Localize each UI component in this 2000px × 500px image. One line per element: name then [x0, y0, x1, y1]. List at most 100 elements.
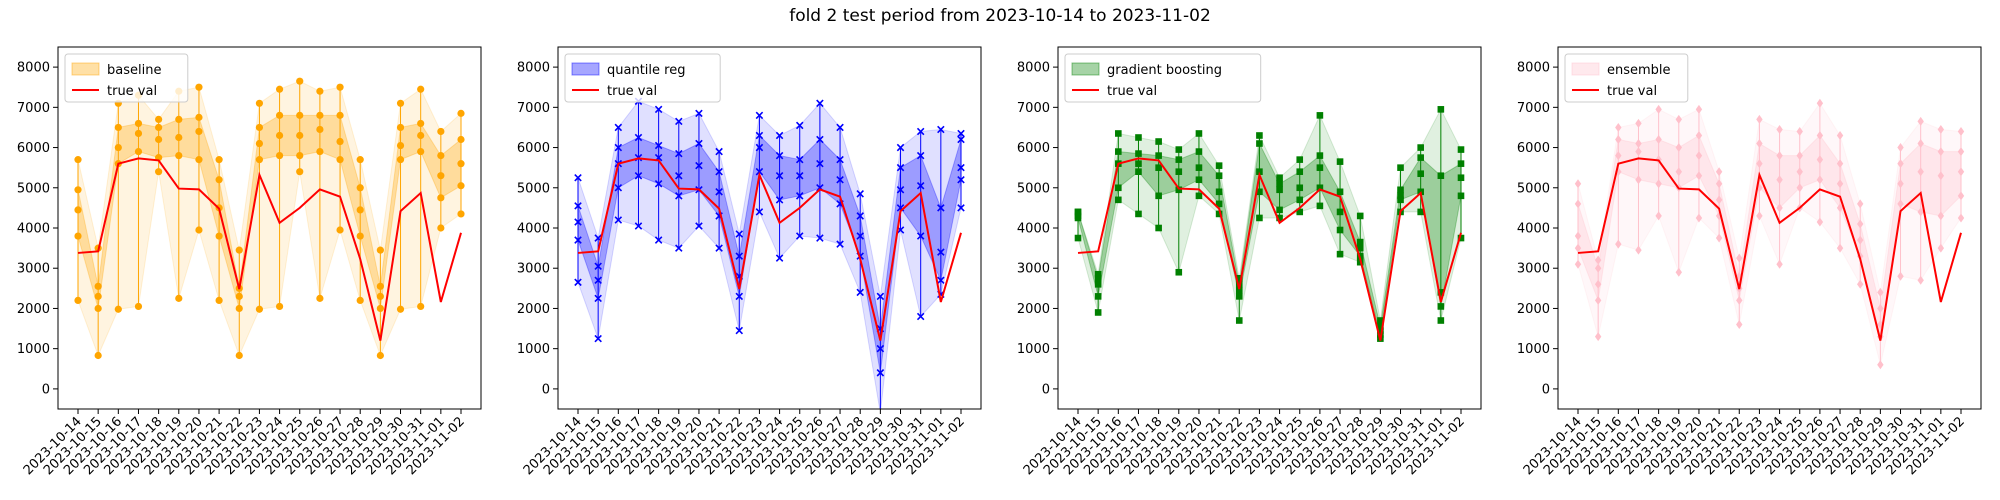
y-tick-label: 4000: [1517, 222, 1550, 237]
data-point: [1195, 130, 1203, 137]
data-point: [916, 127, 925, 136]
data-point: [1836, 159, 1844, 169]
data-point: [1296, 156, 1304, 163]
data-point: [1816, 98, 1824, 108]
data-point: [417, 131, 425, 140]
data-point: [654, 179, 663, 188]
y-tick-label: 5000: [1017, 181, 1050, 196]
subplot-4: 0100020003000400050006000700080002023-10…: [1517, 46, 1982, 478]
data-point: [695, 139, 703, 148]
legend-label: true val: [1107, 84, 1157, 99]
y-tick-label: 6000: [17, 141, 50, 156]
data-point: [695, 222, 703, 230]
data-point: [1897, 179, 1904, 189]
data-point: [1594, 279, 1602, 289]
data-point: [1877, 287, 1884, 297]
data-point: [396, 141, 405, 150]
data-point: [735, 326, 744, 335]
data-point: [1336, 188, 1344, 196]
data-point: [1937, 124, 1945, 134]
data-point: [1296, 196, 1304, 204]
data-point: [1695, 171, 1703, 181]
legend-patch: [571, 62, 600, 76]
data-point: [316, 147, 324, 156]
data-point: [437, 152, 445, 160]
data-point: [1215, 200, 1223, 208]
figure-title: fold 2 test period from 2023-10-14 to 20…: [789, 6, 1211, 26]
data-point: [396, 99, 405, 107]
data-point: [215, 296, 223, 304]
data-point: [1074, 208, 1082, 216]
legend-label: true val: [607, 84, 657, 99]
data-point: [155, 123, 163, 132]
y-tick-label: 7000: [17, 101, 50, 116]
data-point: [1356, 212, 1364, 220]
data-point: [856, 288, 864, 297]
data-point: [1816, 217, 1824, 227]
data-point: [1796, 167, 1803, 177]
data-point: [1094, 309, 1102, 316]
data-point: [417, 302, 425, 311]
y-tick-label: 1000: [1017, 342, 1050, 357]
data-point: [1195, 164, 1203, 171]
data-point: [675, 149, 683, 158]
data-point: [675, 117, 683, 126]
true-val-line: [577, 157, 962, 341]
y-tick-label: 0: [542, 382, 550, 397]
data-point: [755, 131, 764, 140]
data-point: [1675, 114, 1682, 124]
data-point: [134, 302, 143, 311]
data-point: [1574, 259, 1582, 269]
data-point: [1877, 320, 1884, 330]
data-point: [795, 155, 804, 164]
data-point: [675, 244, 683, 252]
data-point: [1296, 208, 1304, 216]
data-point: [1296, 184, 1304, 192]
data-point: [275, 152, 284, 160]
data-point: [316, 111, 324, 119]
data-point: [775, 171, 784, 180]
data-point: [1336, 226, 1344, 234]
data-point: [1917, 116, 1924, 126]
data-point: [1756, 211, 1763, 221]
data-point: [1877, 303, 1884, 313]
data-point: [957, 135, 965, 144]
data-point: [1457, 146, 1465, 153]
data-point: [1276, 180, 1283, 188]
data-point: [1195, 176, 1203, 184]
data-point: [1155, 152, 1162, 159]
legend: baseline true val: [64, 53, 189, 103]
data-point: [437, 127, 445, 136]
data-point: [457, 182, 465, 190]
data-point: [255, 99, 264, 107]
plot-area: [1574, 98, 1965, 370]
y-tick-label: 6000: [1017, 141, 1050, 156]
data-point: [336, 226, 344, 234]
data-point: [1695, 104, 1703, 114]
data-point: [1417, 144, 1424, 151]
data-point: [255, 123, 264, 132]
data-point: [634, 171, 643, 180]
data-point: [1574, 243, 1582, 253]
data-point: [235, 304, 243, 313]
data-point: [654, 105, 663, 114]
data-point: [94, 304, 102, 313]
legend-label: baseline: [107, 63, 161, 78]
data-point: [1336, 250, 1344, 258]
data-point: [1195, 192, 1203, 200]
data-point: [1937, 147, 1945, 157]
data-point: [937, 204, 945, 212]
data-point: [896, 186, 905, 194]
y-tick-label: 5000: [1517, 181, 1550, 196]
data-point: [1235, 274, 1243, 282]
data-point: [1957, 191, 1965, 201]
data-point: [1776, 203, 1783, 213]
data-point: [215, 232, 223, 240]
data-point: [457, 135, 465, 144]
data-point: [574, 218, 582, 226]
data-point: [856, 232, 864, 240]
data-point: [1155, 224, 1162, 232]
data-point: [695, 109, 703, 118]
data-point: [1756, 114, 1763, 124]
